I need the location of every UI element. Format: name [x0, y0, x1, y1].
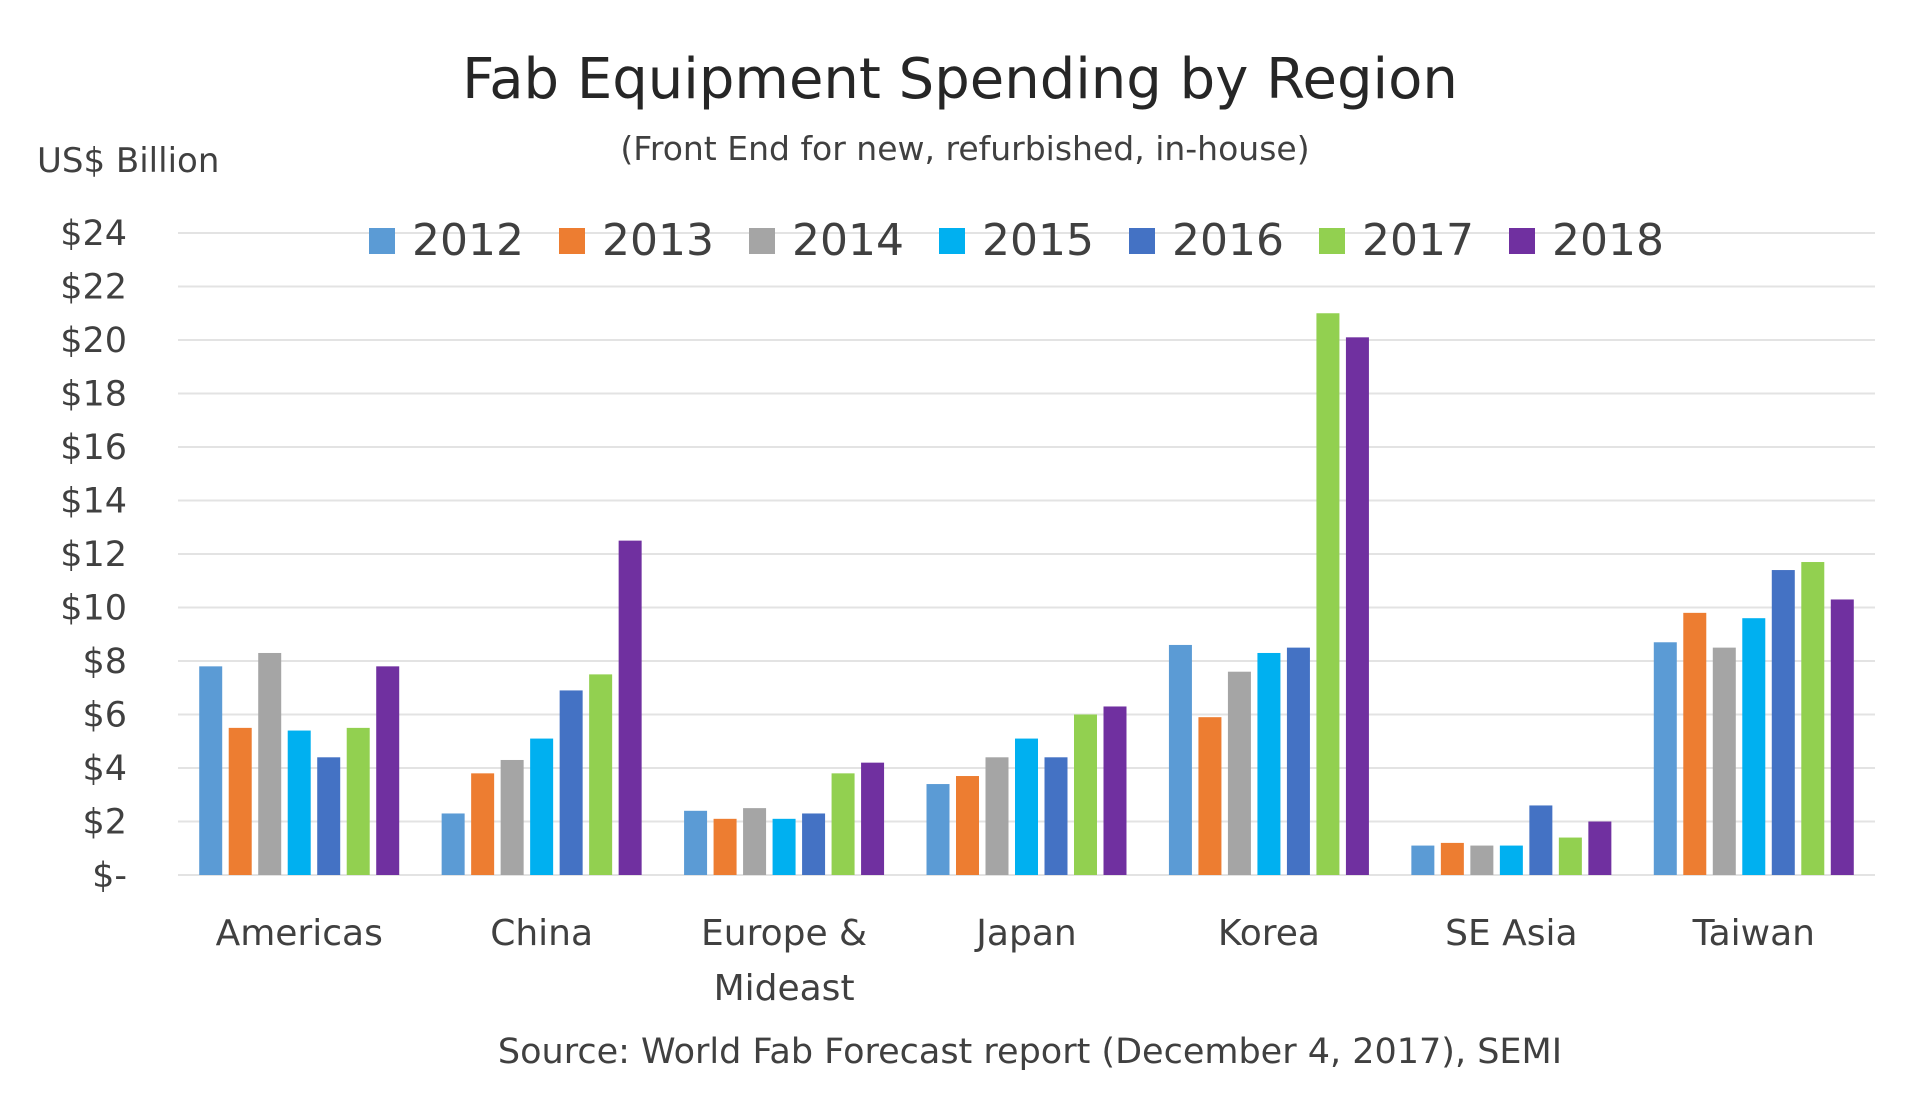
- bar-2012: [684, 810, 708, 875]
- legend-swatch: [1509, 228, 1535, 254]
- legend-swatch: [939, 228, 965, 254]
- bar-2013: [228, 727, 252, 875]
- bar-2017: [346, 727, 370, 875]
- bar-2018: [861, 762, 885, 875]
- bar-2018: [618, 540, 642, 875]
- bar-2013: [1198, 717, 1222, 875]
- bar-2015: [1257, 652, 1281, 875]
- x-tick-label: Americas: [216, 913, 383, 954]
- legend-item: 2013: [559, 215, 714, 266]
- y-tick-label: $12: [60, 535, 127, 575]
- y-tick-label: $6: [82, 696, 127, 736]
- bar-2012: [199, 666, 223, 875]
- y-tick-label: $14: [60, 482, 127, 522]
- legend-item: 2018: [1509, 215, 1664, 266]
- legend-item: 2017: [1319, 215, 1474, 266]
- legend-item: 2014: [749, 215, 904, 266]
- legend-label: 2018: [1552, 215, 1664, 266]
- y-axis-label: US$ Billion: [37, 141, 219, 181]
- y-tick-label: $24: [60, 214, 127, 254]
- bar-2018: [1588, 821, 1612, 875]
- x-tick-label: Japan: [974, 913, 1076, 954]
- bar-2014: [743, 808, 767, 875]
- bar-2014: [1227, 671, 1251, 875]
- bar-2014: [258, 652, 282, 875]
- bar-2018: [1830, 599, 1854, 875]
- legend-item: 2016: [1129, 215, 1284, 266]
- bar-2013: [956, 776, 979, 875]
- bar-2015: [530, 738, 554, 875]
- bar-2012: [1653, 642, 1677, 875]
- bar-2012: [441, 813, 465, 875]
- legend-label: 2015: [982, 215, 1094, 266]
- legend-swatch: [1319, 228, 1345, 254]
- legend-label: 2017: [1362, 215, 1474, 266]
- bar-2013: [471, 773, 495, 875]
- legend-swatch: [559, 228, 585, 254]
- bar-2017: [1316, 313, 1340, 875]
- bar-2017: [1558, 837, 1582, 875]
- y-tick-label: $2: [82, 803, 127, 843]
- bar-2017: [1074, 714, 1097, 875]
- bar-2016: [1529, 805, 1553, 875]
- bar-2012: [926, 784, 950, 875]
- bar-2014: [1470, 845, 1494, 875]
- bar-2018: [376, 666, 400, 875]
- bar-2012: [1411, 845, 1435, 875]
- bar-2016: [802, 813, 826, 875]
- y-tick-label: $-: [92, 856, 127, 896]
- y-tick-label: $10: [60, 589, 127, 629]
- legend-label: 2014: [792, 215, 904, 266]
- bar-2017: [831, 773, 855, 875]
- legend-item: 2015: [939, 215, 1094, 266]
- chart-subtitle: (Front End for new, refurbished, in-hous…: [620, 129, 1309, 168]
- bar-2015: [1499, 845, 1523, 875]
- bar-2015: [287, 730, 311, 875]
- legend-label: 2012: [412, 215, 524, 266]
- bar-2014: [1712, 647, 1736, 875]
- bar-2012: [1168, 644, 1192, 875]
- bar-2015: [1742, 618, 1766, 875]
- x-tick-label: Europe &: [701, 913, 867, 954]
- x-tick-label: Taiwan: [1692, 913, 1815, 954]
- legend-swatch: [1129, 228, 1155, 254]
- bar-2016: [559, 690, 583, 875]
- y-tick-label: $20: [60, 321, 127, 361]
- x-tick-label: Korea: [1218, 913, 1320, 954]
- x-tick-label: China: [490, 913, 593, 954]
- bar-2016: [1771, 570, 1795, 875]
- y-tick-label: $4: [82, 749, 127, 789]
- bar-2016: [317, 757, 341, 875]
- legend-label: 2013: [602, 215, 714, 266]
- bar-2013: [1683, 612, 1707, 875]
- bar-2017: [589, 674, 613, 875]
- x-tick-label: Mideast: [714, 968, 855, 1009]
- x-tick-label: SE Asia: [1445, 913, 1578, 954]
- bar-2017: [1801, 562, 1825, 875]
- legend-swatch: [749, 228, 775, 254]
- legend-item: 2012: [369, 215, 524, 266]
- bar-2013: [1440, 842, 1464, 875]
- legend-swatch: [369, 228, 395, 254]
- bar-2016: [1044, 757, 1068, 875]
- chart-title: Fab Equipment Spending by Region: [462, 47, 1458, 112]
- bar-2018: [1345, 337, 1369, 875]
- bar-2016: [1286, 647, 1310, 875]
- bar-2015: [772, 818, 796, 875]
- y-tick-label: $18: [60, 375, 127, 415]
- y-tick-label: $22: [60, 268, 127, 308]
- source-note: Source: World Fab Forecast report (Decem…: [498, 1032, 1562, 1072]
- bar-2018: [1103, 706, 1127, 875]
- bar-2015: [1015, 738, 1038, 875]
- bar-2014: [500, 759, 524, 875]
- y-tick-label: $16: [60, 428, 127, 468]
- bar-2013: [713, 818, 737, 875]
- y-tick-label: $8: [82, 642, 127, 682]
- bar-2014: [985, 757, 1009, 875]
- legend-label: 2016: [1172, 215, 1284, 266]
